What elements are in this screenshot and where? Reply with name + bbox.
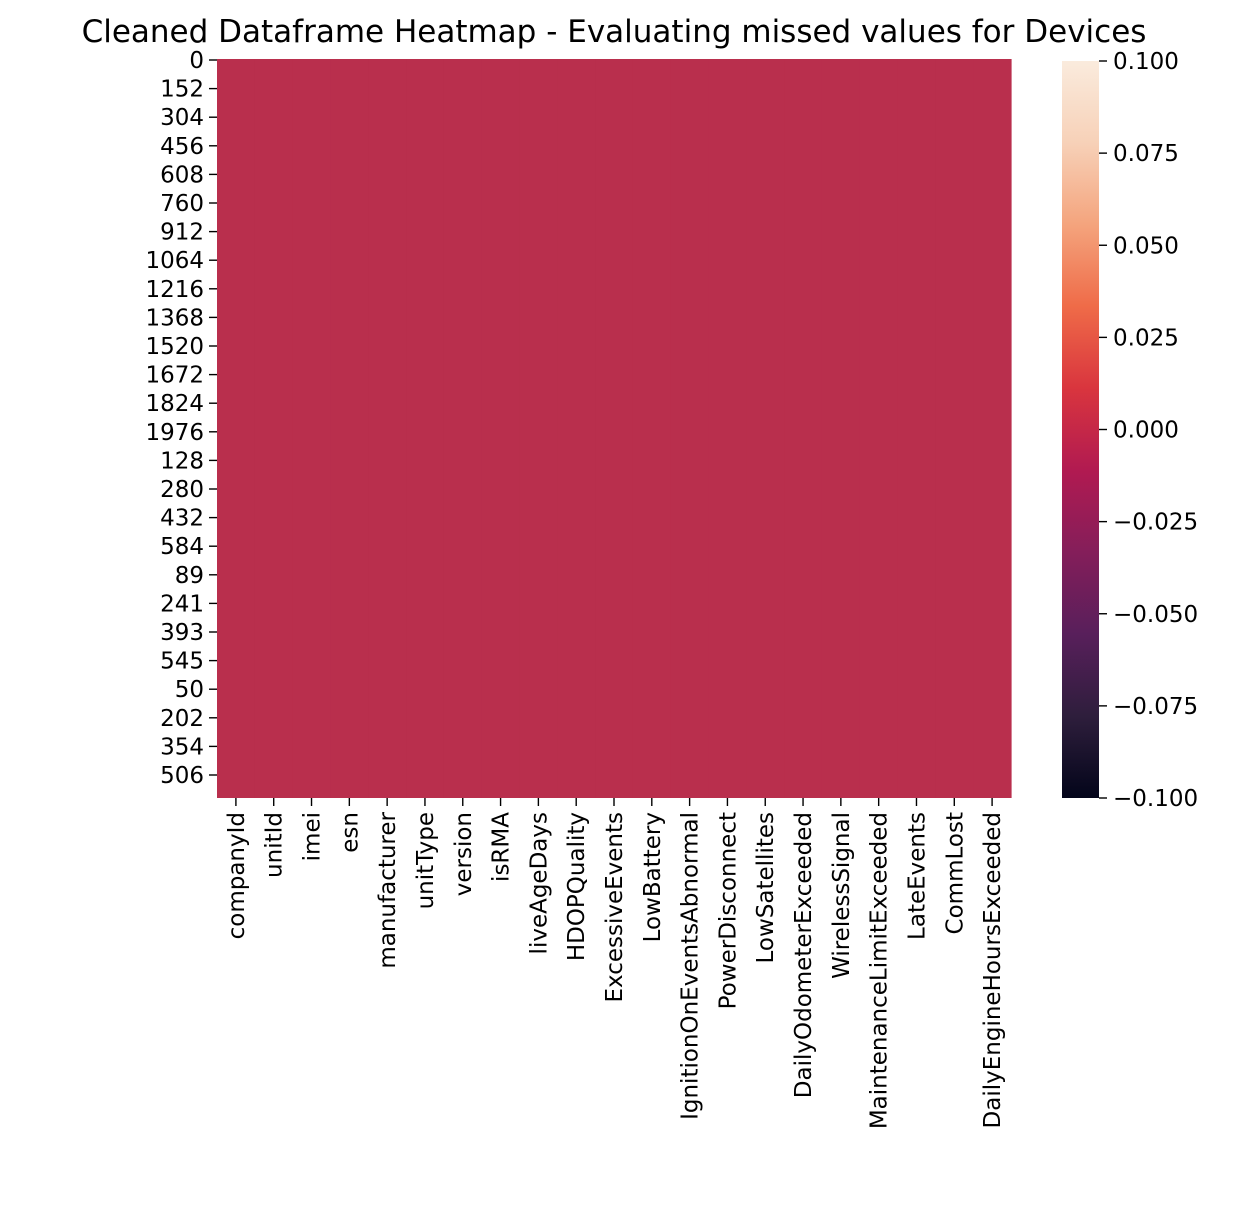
x-tick-label: unitId	[262, 812, 288, 878]
y-tick-label: 50	[175, 677, 204, 703]
heatmap-cell-column	[443, 59, 483, 798]
y-tick-label: 1064	[145, 248, 204, 274]
x-tick-label: IgnitionOnEventsAbnormal	[678, 812, 704, 1120]
y-tick-label: 89	[175, 563, 204, 589]
heatmap-cell-column	[670, 59, 710, 798]
colorbar-tick-label: 0.050	[1113, 233, 1179, 259]
x-tick-label: LowBattery	[640, 812, 666, 942]
x-tick-label: esn	[337, 812, 363, 853]
y-tick-label: 456	[160, 134, 204, 160]
x-tick-label: ExcessiveEvents	[602, 812, 628, 1003]
heatmap-cell-column	[632, 59, 672, 798]
heatmap-cell-column	[746, 59, 785, 798]
x-tick-label: unitType	[413, 812, 439, 909]
x-tick-label: MaintenanceLimitExceeded	[867, 812, 893, 1129]
heatmap-cell-column	[595, 59, 634, 798]
y-tick-label: 545	[160, 649, 204, 675]
x-tick-label: PowerDisconnect	[715, 812, 741, 1009]
x-axis: companyId unitId imei esn manufacturer unitTy…	[224, 798, 1006, 1129]
heatmap-cell-column	[481, 59, 521, 798]
heatmap-cell-column	[292, 59, 332, 798]
heatmap-cell-column	[368, 59, 407, 798]
x-tick-label: DailyEngineHoursExceeded	[980, 812, 1006, 1128]
heatmap-grid	[217, 59, 1012, 798]
colorbar-gradient	[1062, 61, 1099, 798]
colorbar-tick-label: −0.075	[1113, 694, 1198, 720]
y-tick-label: 393	[160, 620, 204, 646]
colorbar-tick-label: 0.025	[1113, 325, 1179, 351]
y-tick-label: 280	[160, 477, 204, 503]
x-tick-label: companyId	[224, 812, 250, 939]
heatmap-cell-column	[406, 59, 445, 798]
chart-title: Cleaned Dataframe Heatmap - Evaluating m…	[82, 14, 1147, 50]
heatmap-cell-column	[519, 59, 558, 798]
y-tick-label: 1520	[145, 334, 204, 360]
y-tick-label: 1824	[145, 391, 204, 417]
y-tick-label: 1976	[145, 420, 204, 446]
colorbar-tick-label: 0.075	[1113, 141, 1179, 167]
heatmap-cell-column	[859, 59, 899, 798]
colorbar: 0.100 0.075 0.050 0.025 0.000 −0.025 −0.050 −0.…	[1062, 49, 1198, 812]
heatmap-cell-column	[897, 59, 936, 798]
x-tick-label: imei	[300, 812, 326, 861]
x-tick-label: HDOPQuality	[564, 812, 590, 961]
y-tick-label: 1216	[145, 277, 204, 303]
y-tick-label: 760	[160, 191, 204, 217]
y-tick-label: 241	[160, 591, 204, 617]
heatmap-cell-column	[330, 59, 369, 798]
y-tick-label: 584	[160, 534, 204, 560]
y-tick-label: 152	[160, 77, 204, 103]
y-tick-label: 432	[160, 506, 204, 532]
x-tick-label: isRMA	[489, 812, 515, 882]
x-tick-label: liveAgeDays	[526, 812, 552, 954]
x-tick-label: version	[451, 812, 477, 896]
y-tick-label: 0	[189, 48, 204, 74]
y-axis: 0152304456608760912106412161368152016721…	[145, 48, 217, 789]
heatmap-cell-column	[708, 59, 747, 798]
heatmap-cell-column	[557, 59, 596, 798]
y-tick-label: 506	[160, 763, 204, 789]
y-tick-label: 1368	[145, 305, 204, 331]
x-tick-label: LowSatellites	[753, 812, 779, 963]
heatmap-cell-column	[254, 59, 294, 798]
y-tick-label: 128	[160, 448, 204, 474]
heatmap-cell-column	[935, 59, 974, 798]
x-tick-label: manufacturer	[375, 811, 401, 968]
colorbar-tick-label: −0.100	[1113, 786, 1198, 812]
x-tick-label: LateEvents	[904, 812, 930, 940]
x-tick-label: WirelessSignal	[829, 812, 855, 979]
x-tick-label: CommLost	[942, 812, 968, 934]
y-tick-label: 354	[160, 734, 204, 760]
heatmap-cell-column	[821, 59, 861, 798]
y-tick-label: 1672	[145, 363, 204, 389]
x-tick-label: DailyOdometerExceeded	[791, 812, 817, 1098]
colorbar-tick-label: 0.000	[1113, 418, 1179, 444]
colorbar-tick-label: −0.050	[1113, 602, 1198, 628]
heatmap-cell-column	[973, 59, 1012, 798]
colorbar-tick-label: 0.100	[1113, 49, 1179, 75]
y-tick-label: 912	[160, 220, 204, 246]
y-tick-label: 608	[160, 162, 204, 188]
heatmap-cell-column	[217, 59, 256, 798]
colorbar-tick-label: −0.025	[1113, 510, 1198, 536]
y-tick-label: 202	[160, 706, 204, 732]
heatmap-cell-column	[784, 59, 823, 798]
y-tick-label: 304	[160, 105, 204, 131]
